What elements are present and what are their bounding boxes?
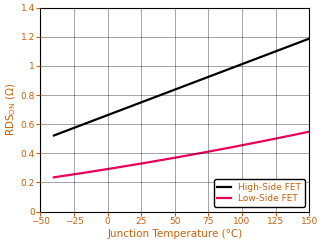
High-Side FET — [307, 37, 311, 40]
X-axis label: Junction Temperature (°C): Junction Temperature (°C) — [107, 229, 242, 239]
Line: High-Side FET: High-Side FET — [54, 39, 309, 136]
Low-Side FET — [213, 149, 216, 152]
Legend: High-Side FET, Low-Side FET: High-Side FET, Low-Side FET — [214, 179, 305, 207]
Low-Side FET — [236, 145, 240, 148]
High-Side FET — [153, 96, 157, 99]
Low-Side FET — [153, 160, 157, 163]
High-Side FET — [52, 134, 56, 137]
High-Side FET — [236, 64, 240, 67]
Low-Side FET — [135, 163, 139, 166]
Low-Side FET — [52, 176, 56, 179]
Y-axis label: RDS$_\mathregular{ON}$ (Ω): RDS$_\mathregular{ON}$ (Ω) — [4, 83, 18, 136]
High-Side FET — [213, 73, 216, 76]
High-Side FET — [238, 64, 242, 67]
Low-Side FET — [307, 130, 311, 133]
Line: Low-Side FET: Low-Side FET — [54, 132, 309, 177]
Low-Side FET — [83, 171, 87, 174]
Low-Side FET — [238, 144, 242, 147]
High-Side FET — [83, 122, 87, 125]
High-Side FET — [135, 103, 139, 105]
